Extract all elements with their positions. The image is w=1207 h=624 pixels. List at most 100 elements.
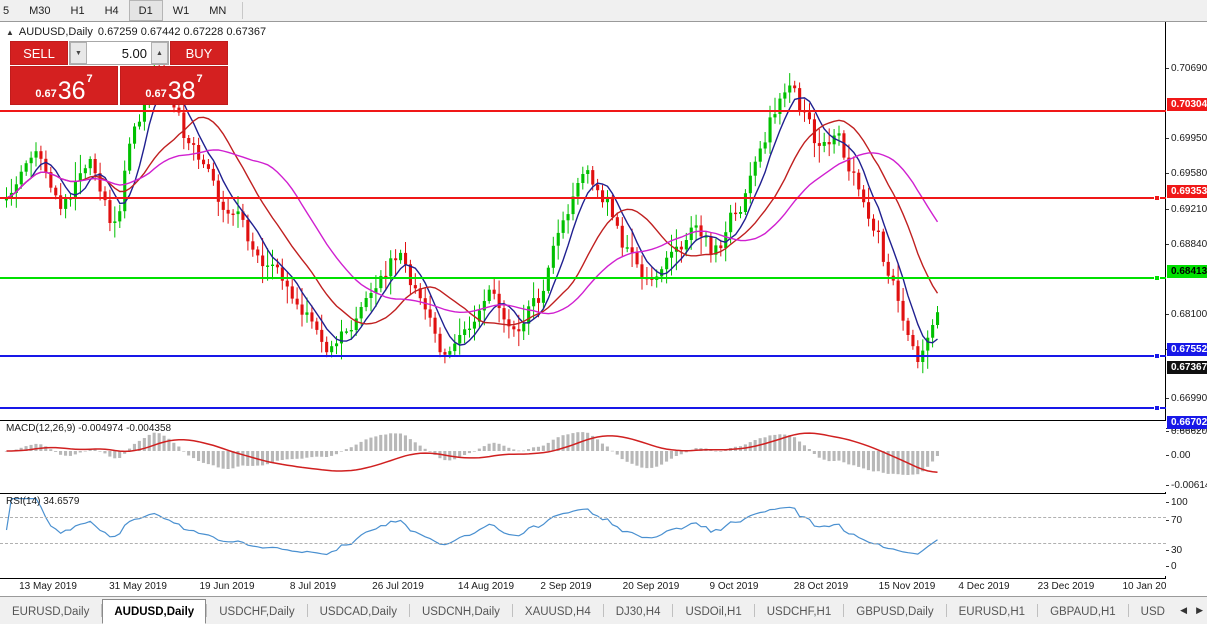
tab-separator — [408, 604, 410, 617]
sell-price-prefix: 0.67 — [35, 88, 57, 100]
date-tick: 31 May 2019 — [109, 581, 167, 592]
price-level-line-red[interactable] — [0, 197, 1166, 199]
price-tick: 0.68100 — [1166, 309, 1207, 321]
rsi-level-30 — [0, 542, 1166, 544]
tab-scroll-controls: ◀ ▶ — [1180, 597, 1207, 624]
timeframe-button-mn[interactable]: MN — [199, 0, 236, 21]
chart-tab-usdchf-h1[interactable]: USDCHF,H1 — [755, 599, 844, 624]
date-tick: 15 Nov 2019 — [878, 581, 936, 592]
level-line-handle[interactable] — [1154, 353, 1160, 359]
price-scale[interactable]: 0.70690 0.69950 0.69580 0.69210 0.68840 0.681… — [1166, 22, 1207, 596]
level-line-handle[interactable] — [1154, 195, 1160, 201]
date-axis[interactable]: 13 May 2019 31 May 2019 19 Jun 2019 8 Jul 2… — [0, 578, 1178, 596]
price-tick: 0.69950 — [1166, 133, 1207, 145]
toolbar-divider — [242, 2, 244, 19]
price-level-label-blue[interactable]: 0.67552 — [1167, 343, 1207, 356]
tab-separator — [206, 604, 208, 617]
price-level-line-red[interactable] — [0, 110, 1166, 112]
chart-tab-xauusd-h4[interactable]: XAUUSD,H4 — [513, 599, 603, 624]
chart-tab-usdoil-h1[interactable]: USDOil,H1 — [673, 599, 753, 624]
trade-panel-quotes-row: 0.67 36 7 0.67 38 7 — [10, 66, 228, 105]
price-level-label-red[interactable]: 0.69353 — [1167, 185, 1207, 198]
timeframe-toolbar: 5 M30 H1 H4 D1 W1 MN — [0, 0, 1207, 21]
chart-tab-usdcnh-daily[interactable]: USDCNH,Daily — [410, 599, 512, 624]
rsi-scale-tick: 70 — [1166, 515, 1207, 527]
price-chart-pane[interactable] — [0, 22, 1166, 418]
chart-tab-label: EURUSD,H1 — [958, 605, 1026, 618]
price-tick: 0.66620 — [1166, 426, 1207, 438]
buy-button-label: BUY — [185, 45, 213, 61]
price-tick: 0.69210 — [1166, 204, 1207, 216]
sell-price-quote[interactable]: 0.67 36 7 — [10, 66, 118, 105]
chart-tab-gbpusd-daily[interactable]: GBPUSD,Daily — [844, 599, 945, 624]
tab-separator — [306, 604, 308, 617]
level-line-handle[interactable] — [1154, 405, 1160, 411]
buy-price-fraction: 7 — [196, 73, 203, 85]
macd-indicator-pane[interactable]: MACD(12,26,9) -0.004974 -0.004358 — [0, 420, 1166, 492]
date-tick: 8 Jul 2019 — [289, 581, 337, 592]
tab-separator — [602, 604, 604, 617]
chart-tab-label: AUDUSD,Daily — [114, 605, 195, 618]
volume-decrease-icon[interactable]: ▼ — [70, 42, 87, 64]
chart-tab-eurusd-daily[interactable]: EURUSD,Daily — [0, 599, 101, 624]
chart-tab-dj30-h4[interactable]: DJ30,H4 — [604, 599, 673, 624]
chart-tab-label: XAUUSD,H4 — [524, 605, 591, 618]
date-tick: 20 Sep 2019 — [622, 581, 680, 592]
buy-price-pips: 38 — [167, 77, 196, 105]
price-level-label-red[interactable]: 0.70304 — [1167, 98, 1207, 111]
chart-tab-eurusd-h1[interactable]: EURUSD,H1 — [947, 599, 1037, 624]
timeframe-label: W1 — [172, 4, 190, 17]
price-level-line-green[interactable] — [0, 277, 1166, 279]
date-tick: 4 Dec 2019 — [958, 581, 1010, 592]
chart-tab-gbpaud-h1[interactable]: GBPAUD,H1 — [1038, 599, 1128, 624]
tab-scroll-right-icon[interactable]: ▶ — [1196, 605, 1203, 615]
chart-tabs: EURUSD,Daily AUDUSD,Daily USDCHF,Daily USDC… — [0, 597, 1177, 624]
chart-tab-label: USD — [1140, 605, 1165, 618]
price-level-label-green[interactable]: 0.68413 — [1167, 265, 1207, 278]
price-level-label-blue[interactable]: 0.66702 — [1167, 416, 1207, 429]
chart-tab-label: GBPUSD,Daily — [856, 605, 934, 618]
collapse-icon[interactable]: ▲ — [6, 27, 14, 37]
rsi-level-70 — [0, 517, 1166, 519]
timeframe-button-h1[interactable]: H1 — [61, 0, 95, 21]
timeframe-label: D1 — [138, 4, 153, 17]
chart-tab-usdcad-daily[interactable]: USDCAD,Daily — [308, 599, 409, 624]
trade-panel-top-row: SELL ▼ 5.00 ▲ BUY — [10, 41, 228, 65]
date-tick: 13 May 2019 — [19, 581, 77, 592]
price-level-line-blue[interactable] — [0, 407, 1166, 409]
rsi-indicator-pane[interactable]: RSI(14) 34.6579 — [0, 493, 1166, 576]
chart-tab-audusd-daily[interactable]: AUDUSD,Daily — [102, 599, 207, 624]
tab-scroll-left-icon[interactable]: ◀ — [1180, 605, 1188, 615]
buy-button[interactable]: BUY — [170, 41, 228, 65]
chart-tab-usd[interactable]: USD — [1129, 599, 1177, 624]
rsi-chart — [5, 498, 938, 556]
timeframe-button-w1[interactable]: W1 — [163, 0, 200, 21]
price-level-line-blue[interactable] — [0, 355, 1166, 357]
sell-button[interactable]: SELL — [10, 41, 68, 65]
rsi-scale-tick: 30 — [1166, 545, 1207, 557]
one-click-trading-panel[interactable]: SELL ▼ 5.00 ▲ BUY 0.67 36 7 0.67 — [10, 41, 228, 105]
date-tick: 19 Jun 2019 — [199, 581, 255, 592]
macd-chart — [4, 432, 939, 475]
rsi-scale-tick: 0 — [1166, 561, 1207, 573]
volume-increase-icon[interactable]: ▲ — [151, 42, 168, 64]
timeframe-button-m30[interactable]: M30 — [19, 0, 60, 21]
volume-stepper[interactable]: ▼ 5.00 ▲ — [69, 41, 169, 65]
chart-tab-label: USDCAD,Daily — [319, 605, 397, 618]
buy-price-quote[interactable]: 0.67 38 7 — [120, 66, 228, 105]
date-tick: 10 Jan 2020 — [1122, 581, 1178, 592]
timeframe-label: H4 — [104, 4, 119, 17]
sell-price-fraction: 7 — [86, 73, 93, 85]
timeframe-button-d1[interactable]: D1 — [128, 0, 163, 21]
timeframe-button-h4[interactable]: H4 — [95, 0, 129, 21]
volume-input[interactable]: 5.00 — [87, 42, 151, 64]
price-level-label-black[interactable]: 0.67367 — [1167, 361, 1207, 374]
timeframe-button-m5[interactable]: 5 — [0, 0, 19, 21]
price-tick: 0.66990 — [1166, 393, 1207, 405]
chart-tab-usdchf-daily[interactable]: USDCHF,Daily — [207, 599, 306, 624]
chart-tab-bar: EURUSD,Daily AUDUSD,Daily USDCHF,Daily USDC… — [0, 596, 1207, 624]
timeframe-label: H1 — [70, 4, 85, 17]
sell-button-label: SELL — [23, 45, 55, 61]
level-line-handle[interactable] — [1154, 275, 1160, 281]
chart-tab-label: USDCHF,Daily — [219, 605, 295, 618]
